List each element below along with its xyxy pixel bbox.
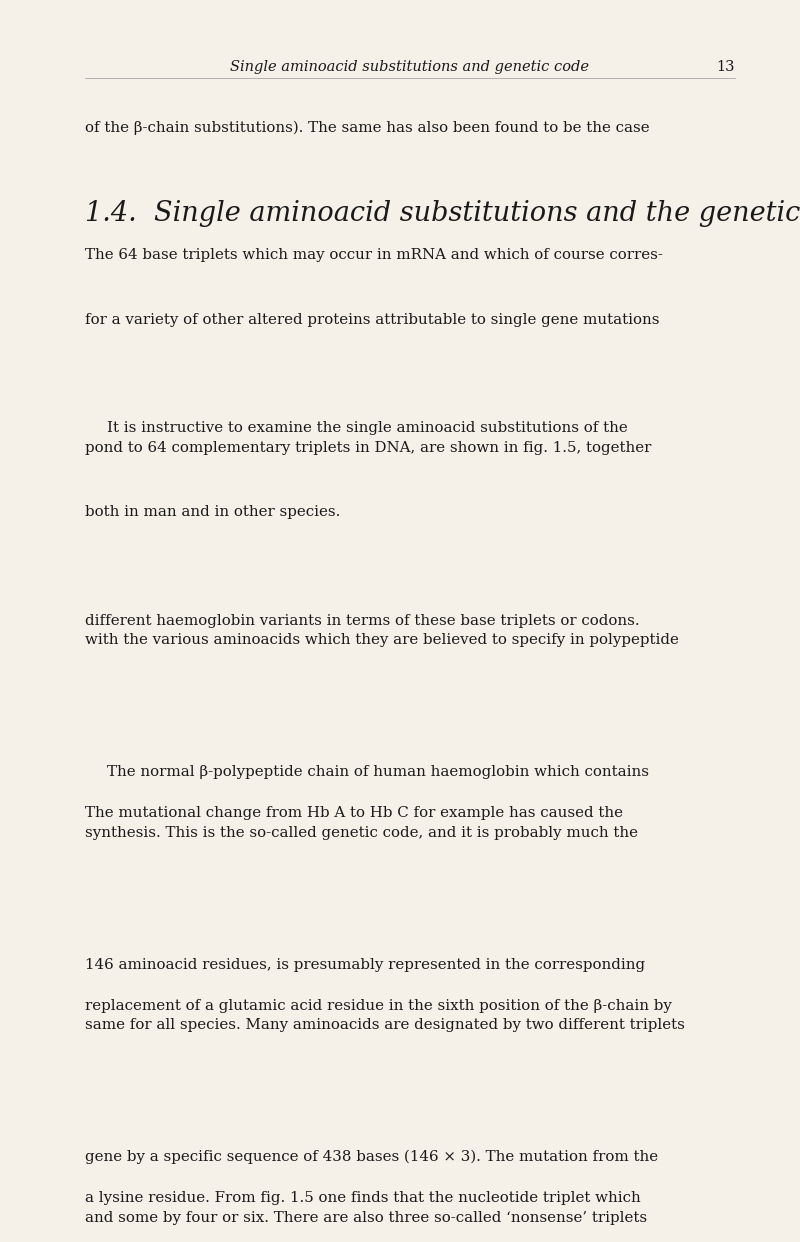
Text: 13: 13	[717, 60, 735, 73]
Text: gene by a specific sequence of 438 bases (146 × 3). The mutation from the: gene by a specific sequence of 438 bases…	[85, 1150, 658, 1165]
Text: The 64 base triplets which may occur in mRNA and which of course corres-: The 64 base triplets which may occur in …	[85, 248, 663, 262]
Text: Single aminoacid substitutions and genetic code: Single aminoacid substitutions and genet…	[230, 60, 590, 73]
Text: synthesis. This is the so-called genetic code, and it is probably much the: synthesis. This is the so-called genetic…	[85, 826, 638, 840]
Text: of the β-chain substitutions). The same has also been found to be the case: of the β-chain substitutions). The same …	[85, 120, 650, 135]
Text: both in man and in other species.: both in man and in other species.	[85, 505, 340, 519]
Text: different haemoglobin variants in terms of these base triplets or codons.: different haemoglobin variants in terms …	[85, 614, 640, 627]
Text: 146 aminoacid residues, is presumably represented in the corresponding: 146 aminoacid residues, is presumably re…	[85, 958, 645, 971]
Text: The mutational change from Hb A to Hb C for example has caused the: The mutational change from Hb A to Hb C …	[85, 806, 623, 820]
Text: for a variety of other altered proteins attributable to single gene mutations: for a variety of other altered proteins …	[85, 313, 659, 327]
Text: replacement of a glutamic acid residue in the sixth position of the β-chain by: replacement of a glutamic acid residue i…	[85, 999, 672, 1012]
Text: 1.4.  Single aminoacid substitutions and the genetic code: 1.4. Single aminoacid substitutions and …	[85, 200, 800, 227]
Text: and some by four or six. There are also three so-called ‘nonsense’ triplets: and some by four or six. There are also …	[85, 1211, 647, 1225]
Text: a lysine residue. From fig. 1.5 one finds that the nucleotide triplet which: a lysine residue. From fig. 1.5 one find…	[85, 1191, 641, 1205]
Text: pond to 64 complementary triplets in DNA, are shown in fig. 1.5, together: pond to 64 complementary triplets in DNA…	[85, 441, 651, 455]
Text: same for all species. Many aminoacids are designated by two different triplets: same for all species. Many aminoacids ar…	[85, 1018, 685, 1032]
Text: It is instructive to examine the single aminoacid substitutions of the: It is instructive to examine the single …	[107, 421, 628, 435]
Text: with the various aminoacids which they are believed to specify in polypeptide: with the various aminoacids which they a…	[85, 633, 679, 647]
Text: The normal β-polypeptide chain of human haemoglobin which contains: The normal β-polypeptide chain of human …	[107, 765, 649, 779]
